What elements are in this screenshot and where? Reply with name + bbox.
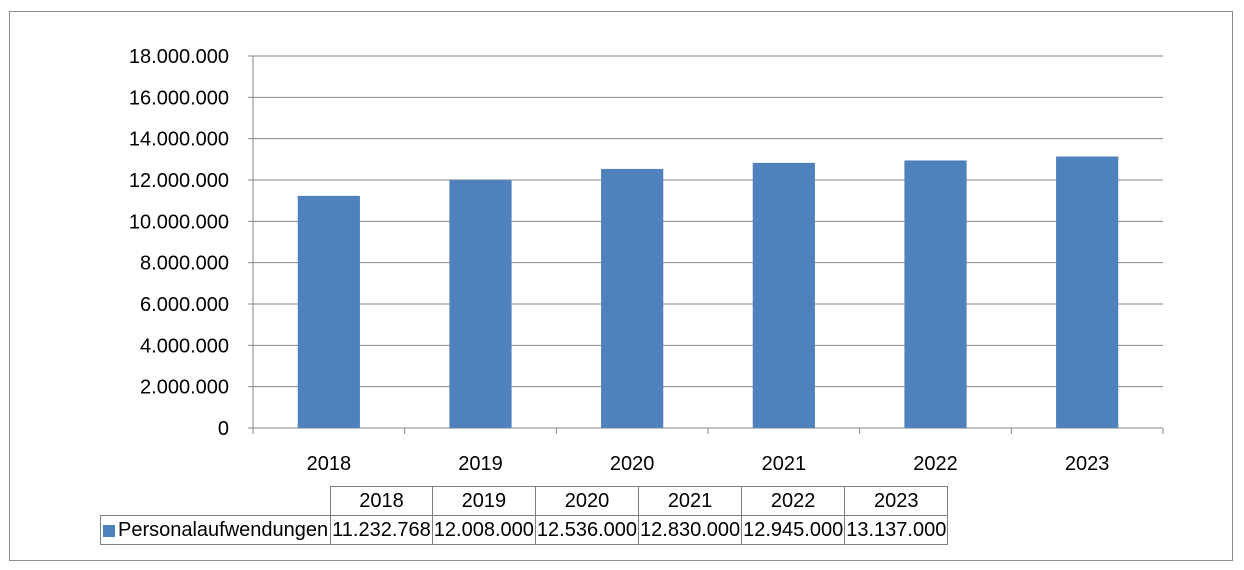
data-table-header-row: 2018 2019 2020 2021 2022 2023 bbox=[100, 486, 949, 516]
data-table-series-cell: Personalaufwendungen bbox=[99, 515, 332, 545]
x-tick-label: 2021 bbox=[762, 453, 807, 475]
series-name: Personalaufwendungen bbox=[118, 519, 329, 541]
chart-frame bbox=[9, 11, 1233, 561]
y-tick-label: 18.000.000 bbox=[129, 46, 229, 68]
data-table-value-cell: 12.536.000 bbox=[534, 515, 640, 545]
bar bbox=[752, 162, 815, 428]
y-tick-label: 4.000.000 bbox=[140, 335, 229, 357]
data-table-value-row: Personalaufwendungen 11.232.768 12.008.00… bbox=[99, 515, 949, 545]
data-table-value-cell: 12.008.000 bbox=[431, 515, 536, 545]
y-tick-label: 2.000.000 bbox=[140, 377, 229, 399]
data-table-value-cell: 12.945.000 bbox=[741, 515, 846, 545]
bar bbox=[297, 195, 360, 428]
y-tick-label: 12.000.000 bbox=[129, 170, 229, 192]
x-tick-label: 2019 bbox=[458, 453, 503, 475]
x-tick-label: 2022 bbox=[913, 453, 958, 475]
data-table-value-cell: 11.232.768 bbox=[330, 515, 433, 545]
legend-key bbox=[103, 525, 115, 537]
x-tick-label: 2020 bbox=[610, 453, 655, 475]
y-tick-label: 10.000.000 bbox=[129, 211, 229, 233]
x-tick-label: 2023 bbox=[1065, 453, 1110, 475]
bar bbox=[1056, 156, 1119, 428]
data-table-corner bbox=[100, 486, 332, 516]
y-tick-label: 16.000.000 bbox=[129, 87, 229, 109]
data-table-year-cell: 2022 bbox=[741, 486, 846, 516]
bar bbox=[904, 160, 967, 428]
data-table-year-cell: 2019 bbox=[431, 486, 536, 516]
data-table-year-cell: 2018 bbox=[330, 486, 433, 516]
y-tick-label: 8.000.000 bbox=[140, 253, 229, 275]
bar bbox=[601, 168, 664, 428]
x-tick-label: 2018 bbox=[307, 453, 352, 475]
y-tick-label: 14.000.000 bbox=[129, 129, 229, 151]
data-table: 2018 2019 2020 2021 2022 2023 Personalaufwend… bbox=[99, 486, 949, 545]
data-table-year-cell: 2023 bbox=[844, 486, 949, 516]
data-table-year-cell: 2021 bbox=[638, 486, 743, 516]
y-tick-label: 0 bbox=[218, 418, 229, 440]
data-table-value-cell: 12.830.000 bbox=[638, 515, 743, 545]
bar bbox=[449, 179, 512, 428]
data-table-year-cell: 2020 bbox=[534, 486, 640, 516]
data-table-value-cell: 13.137.000 bbox=[844, 515, 949, 545]
y-tick-label: 6.000.000 bbox=[140, 294, 229, 316]
